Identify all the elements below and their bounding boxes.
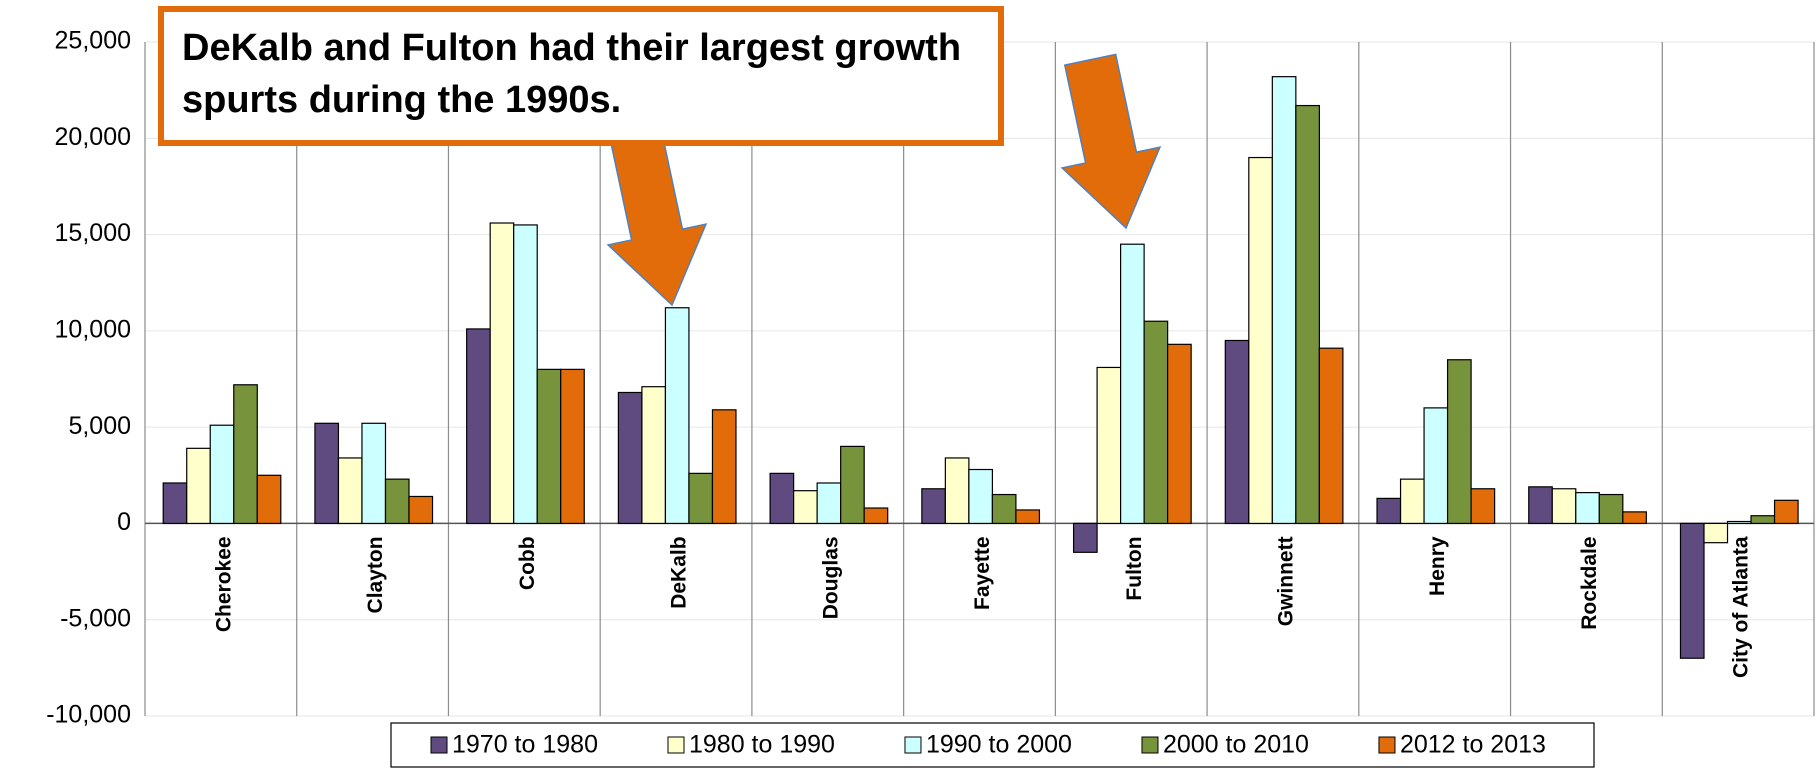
bar — [361, 422, 387, 525]
legend-label: 2012 to 2013 — [1400, 731, 1546, 759]
x-tick-label: Cobb — [516, 536, 539, 590]
bar — [641, 386, 667, 525]
bar — [408, 495, 434, 525]
bar — [1167, 343, 1192, 525]
bar — [921, 488, 946, 525]
x-tick-label: Rockdale — [1578, 536, 1601, 629]
bar — [1750, 515, 1776, 525]
y-tick-label: -10,000 — [46, 701, 131, 729]
bar — [944, 457, 970, 525]
bar — [466, 328, 491, 525]
bar — [1248, 156, 1273, 525]
legend-swatch — [430, 736, 448, 754]
bar — [688, 472, 714, 525]
bar — [1446, 359, 1472, 525]
bar — [1295, 104, 1320, 525]
bar — [1015, 509, 1041, 525]
bar — [840, 445, 865, 525]
bar — [1703, 522, 1729, 544]
bar — [816, 482, 842, 525]
bar — [1470, 488, 1496, 525]
bar — [337, 457, 363, 525]
y-tick-label: 10,000 — [55, 315, 131, 343]
bar — [1726, 520, 1752, 525]
bar — [162, 482, 188, 525]
x-tick-label: Clayton — [364, 536, 387, 613]
x-tick-label: Henry — [1426, 536, 1449, 596]
legend-box — [390, 722, 1595, 768]
annotation: DeKalb and Fulton had their largest grow… — [158, 6, 1004, 146]
x-tick-label: Fayette — [971, 536, 994, 610]
bar — [314, 422, 340, 525]
bar — [1271, 76, 1297, 525]
bar — [1143, 320, 1169, 525]
bar — [1399, 478, 1425, 525]
bar — [863, 507, 889, 525]
x-tick-label: Cherokee — [212, 536, 235, 632]
bar — [1622, 511, 1647, 525]
bar — [1423, 407, 1449, 525]
bar — [793, 490, 818, 525]
y-tick-label: 15,000 — [55, 219, 131, 247]
bar — [536, 368, 562, 525]
bar — [186, 447, 211, 525]
arrows — [606, 53, 1162, 307]
bar — [617, 391, 643, 525]
bar — [209, 424, 235, 525]
bar — [1072, 522, 1098, 553]
y-tick-label: 25,000 — [55, 27, 131, 55]
legend-swatch — [1378, 736, 1396, 754]
bar — [233, 384, 258, 525]
legend-label: 1990 to 2000 — [926, 731, 1072, 759]
legend-label: 2000 to 2010 — [1163, 731, 1309, 759]
bar — [711, 409, 737, 525]
y-tick-label: -5,000 — [60, 604, 131, 632]
y-tick-label: 5,000 — [68, 412, 131, 440]
bar — [489, 222, 515, 525]
x-tick-label: City of Atlanta — [1730, 536, 1753, 678]
y-tick-label: 20,000 — [55, 123, 131, 151]
bar — [1551, 488, 1577, 525]
bar — [1773, 499, 1799, 525]
legend-swatch — [667, 736, 685, 754]
bar — [968, 468, 993, 525]
arrow — [1060, 53, 1162, 230]
bar — [1575, 492, 1600, 525]
bar — [1096, 366, 1122, 525]
bar — [513, 224, 538, 525]
legend-swatch — [1141, 736, 1159, 754]
bar — [560, 368, 585, 525]
bar — [1376, 497, 1402, 525]
bar — [1679, 522, 1705, 659]
bar — [991, 493, 1017, 525]
y-tick-label: 0 — [117, 508, 131, 536]
bar — [384, 478, 410, 525]
legend-swatch — [904, 736, 922, 754]
x-tick-label: DeKalb — [668, 536, 691, 608]
bar — [769, 472, 795, 525]
bar — [256, 474, 282, 525]
bar — [1120, 243, 1145, 525]
bar — [1318, 347, 1344, 525]
legend-label: 1970 to 1980 — [452, 731, 598, 759]
x-tick-label: Douglas — [819, 536, 842, 619]
arrow — [606, 130, 708, 307]
x-tick-label: Gwinnett — [1275, 536, 1298, 626]
bar — [1528, 486, 1553, 525]
bar — [1224, 339, 1250, 525]
x-tick-label: Fulton — [1123, 536, 1146, 600]
bar — [1598, 493, 1624, 525]
bar — [664, 307, 690, 525]
legend-label: 1980 to 1990 — [689, 731, 835, 759]
